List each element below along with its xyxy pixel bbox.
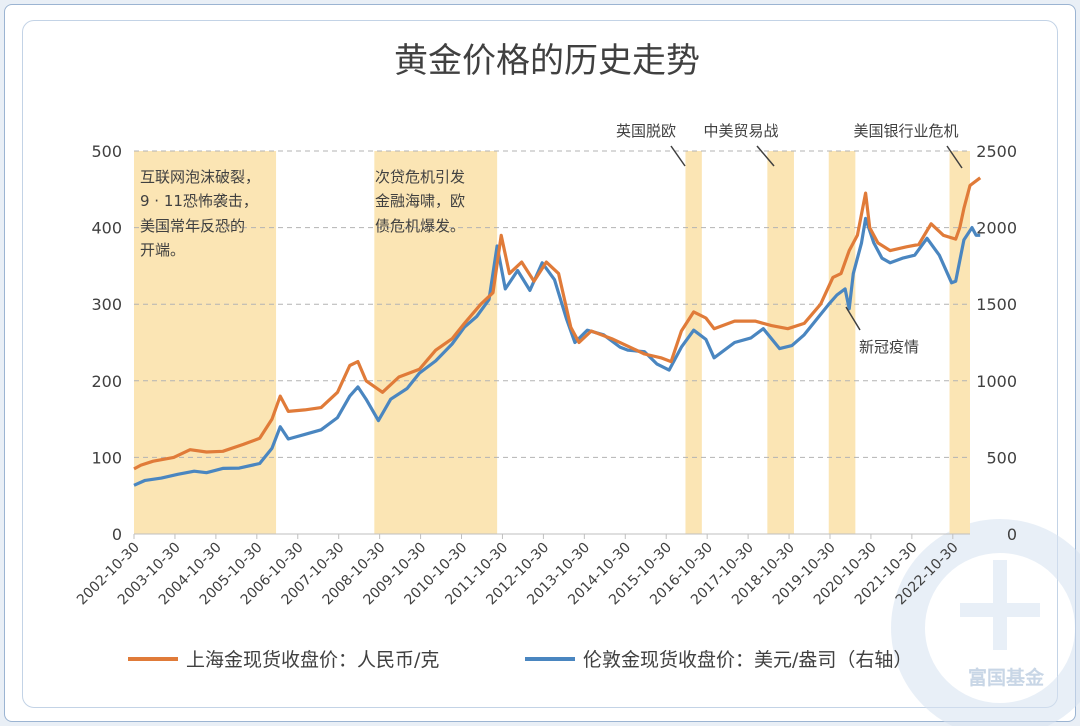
left-tick-label: 300 bbox=[91, 295, 122, 314]
tradewar-pointer bbox=[756, 145, 775, 167]
subprime-line-3: 债危机爆发。 bbox=[375, 217, 465, 235]
shanghai-gold-line bbox=[133, 176, 982, 471]
shaded-period-2 bbox=[685, 151, 702, 534]
right-tick-label: 0 bbox=[1007, 525, 1017, 544]
dotcom-line-3: 美国常年反恐的 bbox=[140, 217, 245, 235]
right-tick-label: 2000 bbox=[976, 219, 1017, 238]
watermark-text: 富国基金 bbox=[968, 666, 1045, 689]
subprime-line-2: 金融海啸，欧 bbox=[375, 192, 465, 210]
left-tick-label: 200 bbox=[91, 372, 122, 391]
brexit-label: 英国脱欧 bbox=[616, 122, 676, 140]
left-axis-ticks: 0 100 200 300 400 500 bbox=[91, 142, 122, 544]
right-tick-label: 2500 bbox=[976, 142, 1017, 161]
legend-label-london: 伦敦金现货收盘价：美元/盎司（右轴） bbox=[583, 649, 912, 671]
tradewar-label: 中美贸易战 bbox=[703, 122, 778, 140]
period-note-dotcom: 互联网泡沫破裂， 9 · 11恐怖袭击， 美国常年反恐的 开端。 bbox=[140, 168, 260, 259]
shaded-periods bbox=[134, 151, 970, 534]
subprime-line-1: 次贷危机引发 bbox=[375, 168, 465, 186]
shaded-period-0 bbox=[134, 151, 277, 534]
left-tick-label: 0 bbox=[112, 525, 122, 544]
left-tick-label: 500 bbox=[91, 142, 122, 161]
right-tick-label: 1500 bbox=[976, 295, 1017, 314]
left-tick-label: 400 bbox=[91, 219, 122, 238]
dotcom-line-1: 互联网泡沫破裂， bbox=[140, 168, 260, 186]
dotcom-line-2: 9 · 11恐怖袭击， bbox=[140, 192, 258, 210]
dotcom-line-4: 开端。 bbox=[140, 241, 185, 259]
legend-label-shanghai: 上海金现货收盘价：人民币/克 bbox=[186, 649, 439, 671]
shaded-period-1 bbox=[374, 151, 498, 534]
left-tick-label: 100 bbox=[91, 448, 122, 467]
bankcrisis-pointer bbox=[946, 145, 963, 169]
watermark-logo bbox=[891, 519, 1080, 726]
series-lines bbox=[133, 176, 982, 487]
right-tick-label: 500 bbox=[986, 448, 1017, 467]
legend: 上海金现货收盘价：人民币/克 伦敦金现货收盘价：美元/盎司（右轴） bbox=[128, 649, 912, 671]
right-tick-label: 1000 bbox=[976, 372, 1017, 391]
shaded-period-3 bbox=[767, 151, 794, 534]
covid-label: 新冠疫情 bbox=[859, 338, 919, 356]
x-axis-ticks: 2002-10-302003-10-302004-10-302005-10-30… bbox=[74, 534, 962, 608]
period-note-subprime: 次贷危机引发 金融海啸，欧 债危机爆发。 bbox=[375, 168, 465, 235]
shaded-period-5 bbox=[949, 151, 970, 534]
shaded-period-4 bbox=[828, 151, 856, 534]
covid-pointer bbox=[845, 306, 861, 331]
right-axis-ticks: 0 500 1000 1500 2000 2500 bbox=[976, 142, 1017, 544]
chart-title: 黄金价格的历史走势 bbox=[394, 41, 700, 81]
brexit-pointer bbox=[670, 145, 686, 167]
bankcrisis-label: 美国银行业危机 bbox=[853, 122, 958, 140]
